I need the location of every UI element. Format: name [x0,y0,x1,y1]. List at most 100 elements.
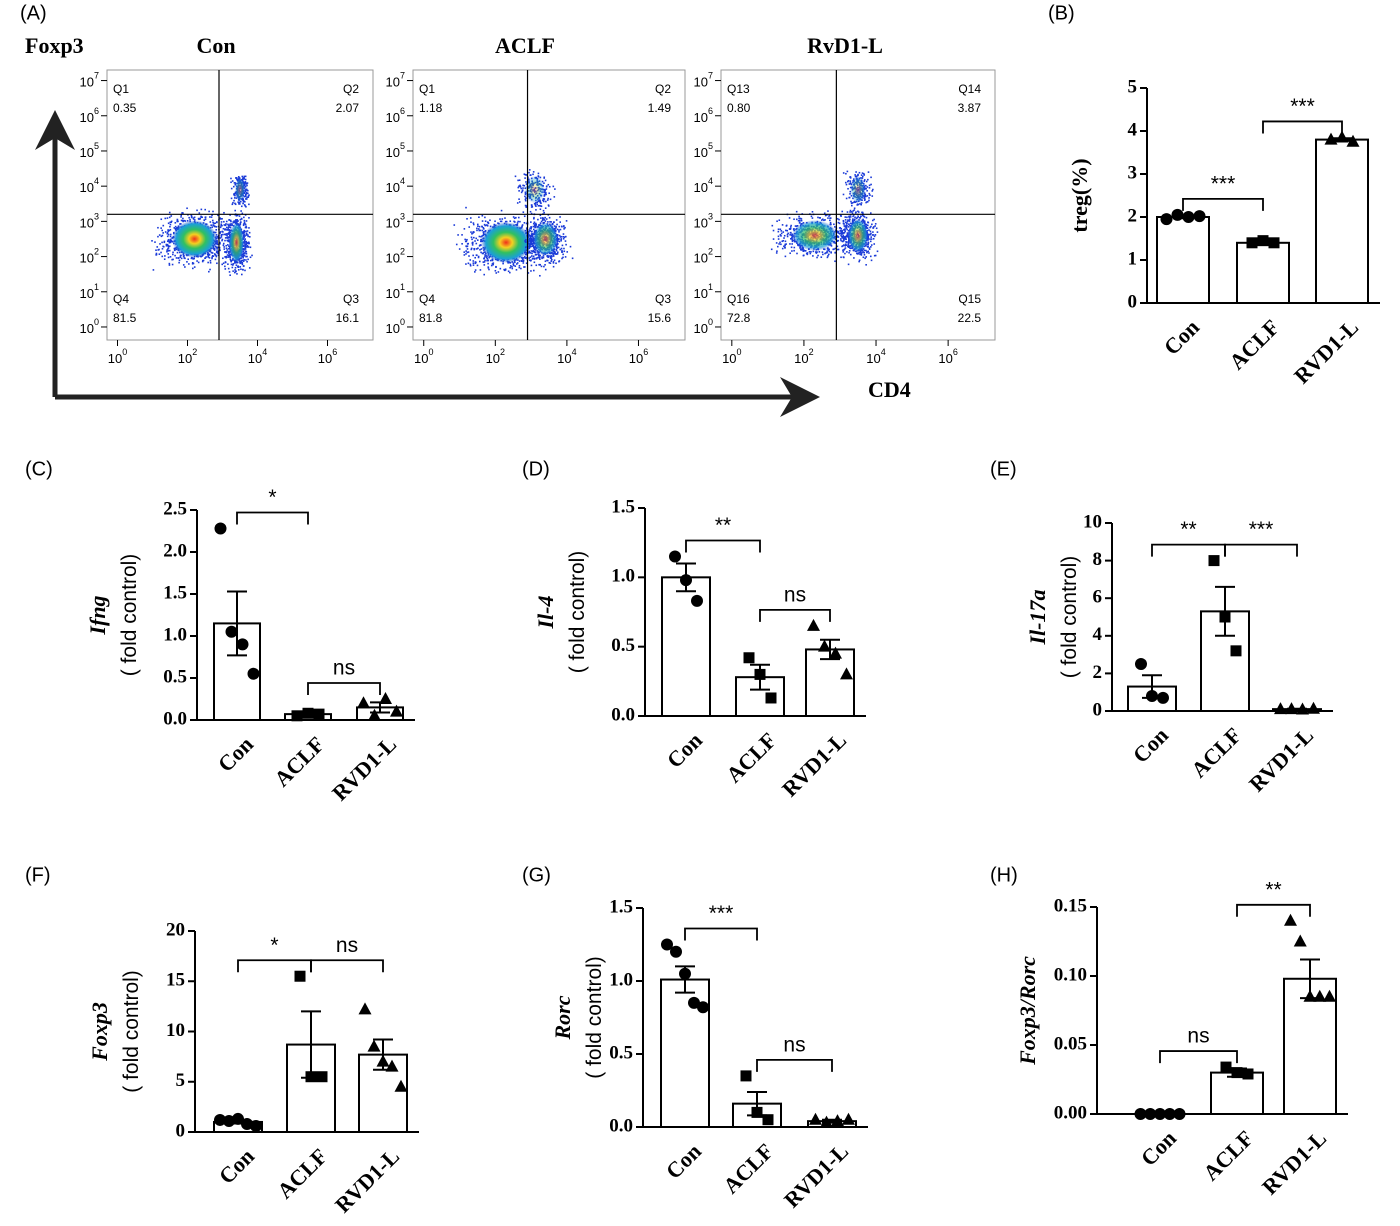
event-dot [530,227,532,230]
event-dot [545,191,547,194]
event-dot [827,255,829,257]
event-dot [466,243,469,245]
event-dot [246,260,248,263]
event-dot [525,262,528,265]
event-dot [530,240,533,243]
event-dot [828,248,830,251]
event-dot [844,216,847,218]
event-dot [247,258,249,261]
event-dot [183,257,185,259]
event-dot [864,198,866,200]
tick-base: 10 [694,286,708,301]
event-dot [849,180,852,182]
event-dot [244,245,247,247]
event-dot [818,250,821,253]
event-dot [503,268,505,271]
event-dot [854,174,856,176]
event-dot [863,249,866,252]
event-dot [846,180,849,183]
event-dot [249,256,252,259]
event-dot [244,175,247,178]
event-dot [243,236,245,239]
event-dot [534,226,537,229]
event-dot [240,260,243,262]
event-dot [168,211,171,214]
event-dot [853,257,855,259]
event-dot [537,253,539,255]
event-dot [242,254,245,257]
event-dot [524,198,527,201]
event-dot [219,226,222,229]
event-dot [521,225,523,227]
event-dot [192,262,195,265]
event-dot [784,243,787,246]
event-dot [216,243,219,246]
event-dot [837,236,839,238]
tick-base: 10 [248,351,262,366]
event-dot [550,254,552,257]
event-dot [169,233,172,236]
event-dot [518,198,520,200]
event-dot [168,264,171,266]
event-dot [556,247,558,249]
event-dot [539,205,542,207]
event-dot [811,217,814,219]
event-dot [244,242,246,245]
event-dot [215,246,218,249]
event-dot [465,253,467,255]
event-dot [243,216,245,219]
event-dot [530,259,532,262]
event-dot [174,225,177,228]
y-tick-label: 102 [694,247,713,266]
event-dot [520,191,523,194]
event-dot [246,182,249,184]
event-dot [868,199,870,202]
event-dot [245,193,248,195]
event-dot [484,216,486,219]
event-dot [219,217,221,219]
event-dot [532,171,535,173]
event-dot [834,247,837,250]
event-dot [530,264,533,267]
event-dot [821,251,824,253]
event-dot [800,249,803,251]
event-dot [518,179,521,182]
event-dot [242,202,244,205]
event-dot [228,224,231,226]
event-dot [537,204,540,207]
event-dot [869,226,871,229]
event-dot [868,229,870,231]
event-dot [874,234,877,236]
event-dot [234,209,236,212]
quadrant-value: 3.87 [958,101,982,115]
event-dot [241,199,244,201]
event-dot [247,196,250,198]
event-dot [812,250,815,253]
event-dot [790,237,792,240]
event-dot [519,185,522,187]
event-dot [543,191,546,194]
event-dot [227,256,229,258]
tick-base: 10 [629,351,643,366]
event-dot [241,261,244,264]
event-dot [788,217,791,219]
event-dot [820,219,823,221]
event-dot [772,229,775,232]
event-dot [530,235,532,237]
event-dot [207,261,209,264]
event-dot [245,198,248,200]
quadrant-name: Q1 [113,82,129,96]
event-dot [863,221,866,223]
density-core [850,176,866,204]
event-dot [543,219,546,221]
event-dot [534,203,536,205]
event-dot [867,236,870,239]
event-dot [213,249,216,251]
event-dot [217,214,219,217]
event-dot [235,214,238,217]
event-dot [861,177,864,179]
event-dot [230,260,233,263]
event-dot [842,237,845,240]
event-dot [166,217,169,219]
event-dot [244,194,247,197]
